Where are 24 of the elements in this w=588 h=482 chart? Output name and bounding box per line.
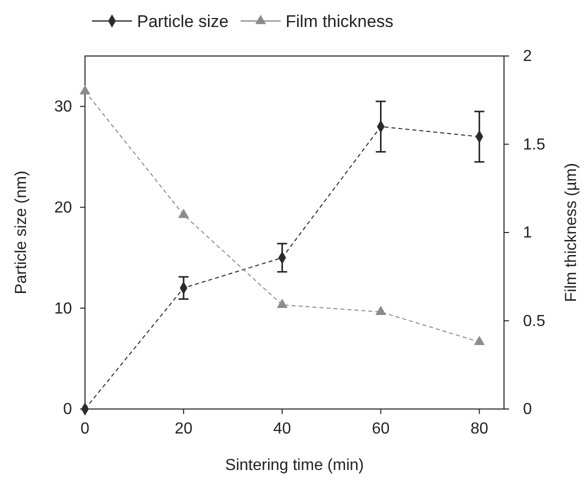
y2-tick-label: 0 bbox=[523, 401, 532, 418]
x-tick-label: 20 bbox=[174, 420, 193, 438]
x-axis-title: Sintering time (min) bbox=[225, 457, 364, 474]
legend-label: Film thickness bbox=[286, 12, 394, 31]
x-tick-label: 60 bbox=[372, 420, 390, 438]
y2-tick-label: 1.5 bbox=[523, 136, 546, 154]
y2-axis-title: Film thickness (µm) bbox=[563, 163, 580, 302]
y2-tick-label: 0.5 bbox=[523, 312, 546, 330]
y-tick-label: 10 bbox=[54, 300, 72, 318]
x-tick-label: 0 bbox=[80, 420, 90, 438]
point bbox=[178, 208, 189, 218]
point bbox=[474, 336, 485, 346]
legend-label: Particle size bbox=[137, 12, 229, 31]
point bbox=[375, 306, 386, 316]
point bbox=[276, 298, 288, 308]
x-tick-label: 80 bbox=[470, 420, 488, 438]
y-tick-label: 30 bbox=[54, 98, 72, 116]
y2-tick-label: 1 bbox=[523, 224, 532, 242]
y-tick-label: 20 bbox=[54, 199, 72, 216]
y-tick-label: 0 bbox=[63, 401, 72, 418]
x-tick-label: 40 bbox=[273, 420, 292, 438]
point bbox=[80, 85, 90, 94]
y-axis-title: Particle size (nm) bbox=[13, 170, 30, 294]
y2-tick-label: 2 bbox=[523, 48, 532, 66]
